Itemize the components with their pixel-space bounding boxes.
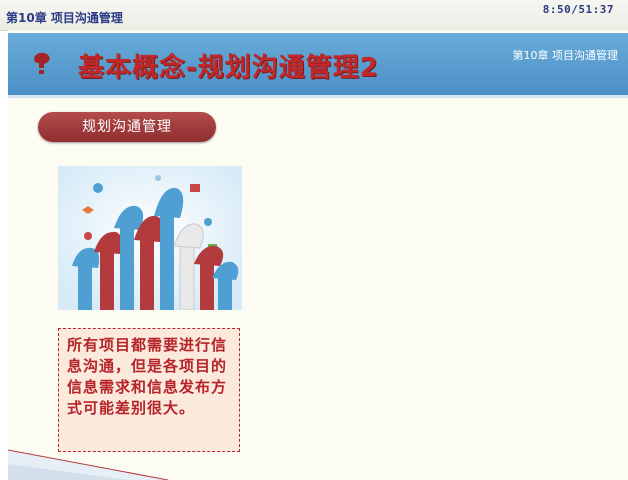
title-banner: 基本概念-规划沟通管理2 第10章 项目沟通管理: [8, 33, 628, 98]
description-text: 所有项目都需要进行信息沟通，但是各项目的信息需求和信息发布方式可能差别很大。: [67, 336, 228, 417]
slide-title: 基本概念-规划沟通管理2: [78, 53, 379, 83]
section-pill: 规划沟通管理: [38, 112, 216, 142]
playback-timer: 8:50/51:37: [542, 3, 614, 16]
banner-chapter-label: 第10章 项目沟通管理: [512, 49, 619, 62]
raised-hands-illustration: [58, 166, 242, 310]
chapter-title: 第10章 项目沟通管理: [6, 11, 123, 25]
corner-decoration: [8, 449, 168, 480]
slide-canvas: 基本概念-规划沟通管理2 第10章 项目沟通管理 规划沟通管理: [8, 30, 628, 480]
bullet-icon: [34, 52, 50, 74]
description-box: 所有项目都需要进行信息沟通，但是各项目的信息需求和信息发布方式可能差别很大。: [58, 328, 240, 452]
top-bar: 第10章 项目沟通管理 8:50/51:37: [0, 0, 628, 31]
